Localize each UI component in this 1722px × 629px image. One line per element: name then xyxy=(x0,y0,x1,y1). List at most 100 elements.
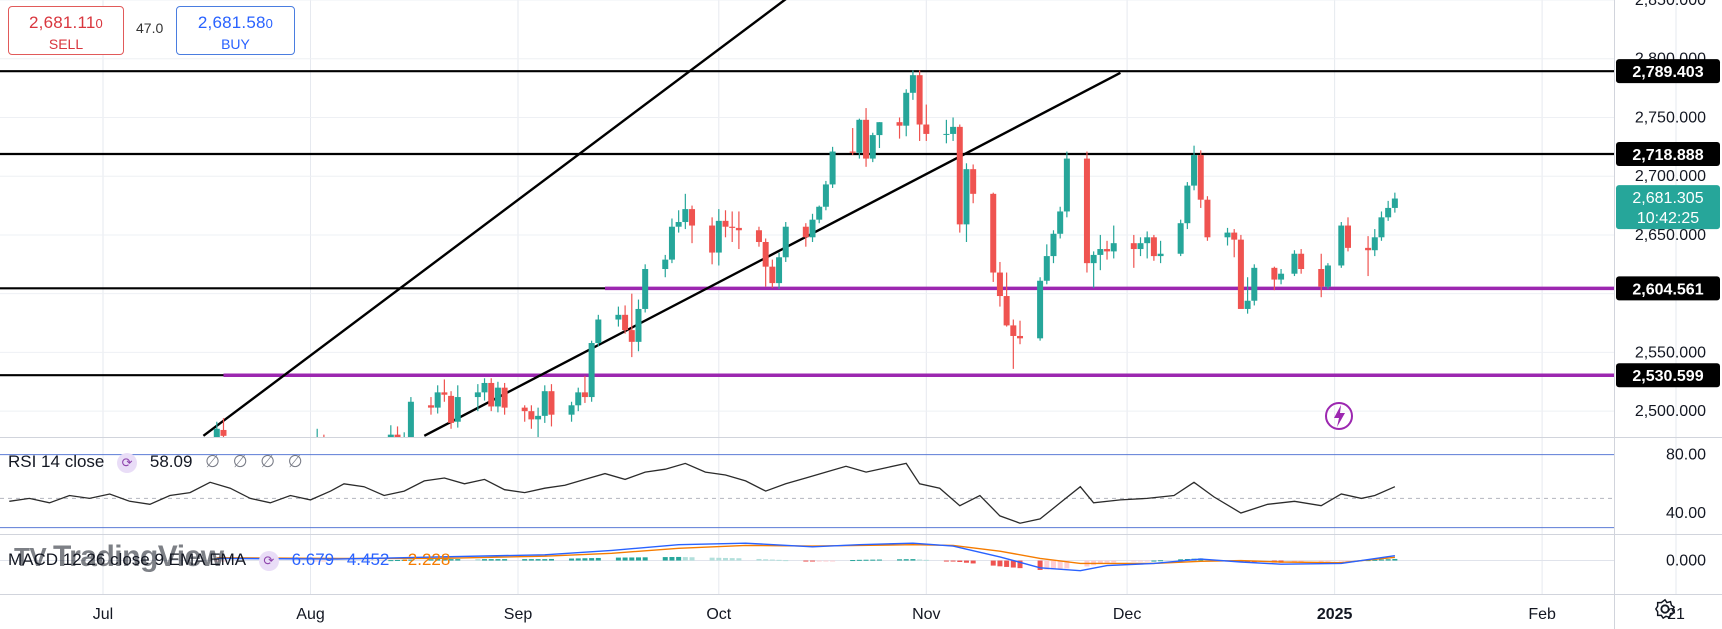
candle-body xyxy=(1191,155,1198,186)
macd-value: 6.679 xyxy=(291,550,335,569)
candle-body xyxy=(441,392,448,395)
candle-body xyxy=(1010,325,1017,336)
candle-body xyxy=(521,407,528,412)
time-axis-label: Aug xyxy=(296,606,324,623)
macd-histogram-bar xyxy=(502,559,508,561)
macd-histogram-bar xyxy=(756,558,762,561)
macd-histogram-bar xyxy=(1378,559,1384,561)
macd-legend[interactable]: MACD 12 26 close 9 EMA EMA ⟳ 6.679 4.452… xyxy=(8,550,458,571)
macd-histogram-bar xyxy=(1004,560,1010,567)
candles xyxy=(213,70,1398,452)
refresh-icon[interactable]: ⟳ xyxy=(258,550,279,571)
candle-body xyxy=(528,411,535,420)
candle-body xyxy=(668,226,675,260)
macd-histogram-bar xyxy=(763,559,769,561)
macd-histogram-bar xyxy=(1097,560,1103,564)
macd-histogram-bar xyxy=(810,560,816,562)
candle-body xyxy=(595,319,602,344)
macd-pane xyxy=(0,542,1614,572)
candle-body xyxy=(1043,256,1050,281)
macd-histogram-bar xyxy=(910,559,916,561)
candle-body xyxy=(950,126,957,134)
buy-label: BUY xyxy=(221,36,250,52)
macd-histogram-bar xyxy=(870,559,876,561)
macd-histogram-bar xyxy=(528,559,534,561)
price-axis-label: 2,700.000 xyxy=(1635,168,1706,185)
candle-body xyxy=(956,126,963,225)
macd-histogram-bar xyxy=(595,557,601,561)
candle-body xyxy=(809,219,816,238)
lightning-icon[interactable] xyxy=(1325,402,1353,430)
sell-price: 2,681.11 xyxy=(29,13,96,32)
candle-body xyxy=(394,434,401,437)
time-axis: Jul Aug Sep Oct Nov Dec 2025 Feb 21 xyxy=(93,606,1685,623)
macd-histogram-bar xyxy=(723,557,728,561)
macd-histogram-bar xyxy=(408,559,414,561)
buy-button[interactable]: 2,681.580 BUY xyxy=(176,6,295,55)
candle-body xyxy=(1037,280,1044,339)
candle-body xyxy=(220,429,227,436)
macd-histogram-bar xyxy=(1144,560,1150,562)
macd-histogram-bar xyxy=(830,560,836,562)
candle-body xyxy=(943,133,950,135)
macd-histogram-bar xyxy=(897,559,903,561)
time-axis-label: Oct xyxy=(706,606,731,623)
candle-body xyxy=(321,439,327,452)
candle-body xyxy=(407,401,414,437)
refresh-icon[interactable]: ⟳ xyxy=(117,452,138,473)
candle-body xyxy=(755,230,762,242)
macd-histogram-bar xyxy=(1158,560,1164,562)
rsi-legend[interactable]: RSI 14 close ⟳ 58.09 ∅ ∅ ∅ ∅ xyxy=(8,452,311,473)
sell-label: SELL xyxy=(48,36,84,52)
rsi-na-2: ∅ xyxy=(232,452,248,471)
candle-body xyxy=(735,227,742,231)
candle-body xyxy=(1224,232,1231,238)
candle-body xyxy=(501,387,508,408)
candle-body xyxy=(1385,207,1392,218)
candle-body xyxy=(1271,267,1278,280)
candle-body xyxy=(1378,217,1385,238)
time-axis-label: Jul xyxy=(93,606,113,623)
macd-histogram-bar xyxy=(1044,560,1050,570)
macd-histogram-bar xyxy=(321,560,327,562)
macd-histogram-bar xyxy=(729,558,735,561)
price-tags: 2,789.403 2,718.888 2,604.561 2,530.599 2,68… xyxy=(1616,59,1720,388)
macd-histogram-bar xyxy=(970,560,976,564)
trend-channel xyxy=(202,0,1121,437)
level-price-tag xyxy=(1616,142,1720,167)
candle-body xyxy=(1110,243,1117,252)
level-price-tag-text: 2,604.561 xyxy=(1632,281,1703,298)
macd-histogram-bar xyxy=(950,560,956,562)
candle-body xyxy=(581,392,588,398)
macd-histogram-bar xyxy=(1385,559,1391,561)
macd-histogram-bar xyxy=(736,558,742,561)
macd-histogram-bar xyxy=(214,560,220,562)
last-price-tag xyxy=(1616,185,1720,230)
candle-body xyxy=(1298,253,1305,270)
macd-histogram-bar xyxy=(776,559,782,561)
settings-gear-icon[interactable] xyxy=(1654,598,1676,620)
macd-histogram-bar xyxy=(903,559,909,561)
macd-histogram-bar xyxy=(1138,560,1143,562)
macd-histogram-bar xyxy=(1392,558,1398,561)
candle-body xyxy=(715,220,722,253)
candle-body xyxy=(963,169,970,225)
time-axis-label: Sep xyxy=(504,606,533,623)
macd-histogram-bar xyxy=(662,557,668,561)
time-axis-label: Dec xyxy=(1113,606,1141,623)
macd-histogram-bar xyxy=(816,560,822,562)
candle-body xyxy=(454,397,461,422)
macd-histogram-bar xyxy=(769,559,775,561)
rsi-label: RSI 14 close xyxy=(8,452,105,471)
macd-histogram-bar xyxy=(435,559,441,561)
candle-body xyxy=(816,206,823,220)
macd-histogram-bar xyxy=(448,559,454,561)
candle-body xyxy=(1365,247,1372,251)
candle-body xyxy=(876,122,883,136)
candle-body xyxy=(635,308,642,342)
sell-button[interactable]: 2,681.110 SELL xyxy=(8,6,124,55)
macd-histogram-bar xyxy=(917,559,923,561)
candle-body xyxy=(689,209,696,226)
